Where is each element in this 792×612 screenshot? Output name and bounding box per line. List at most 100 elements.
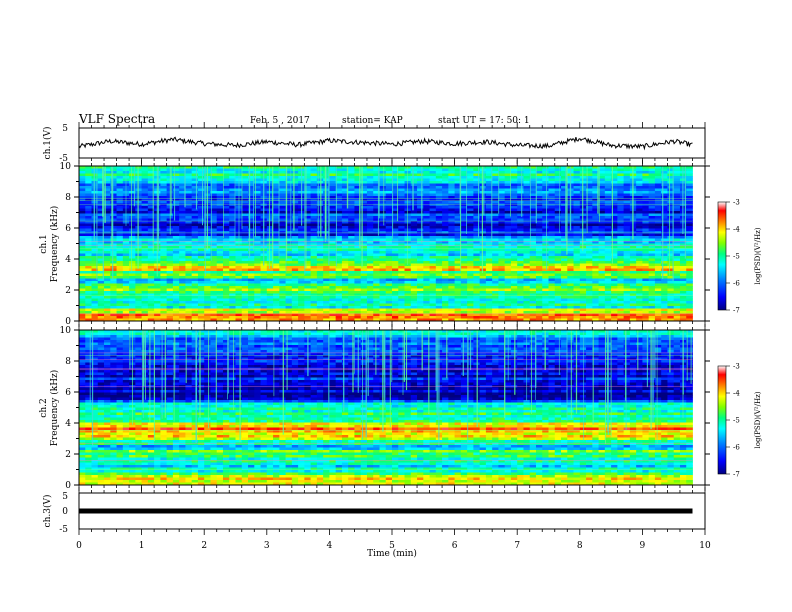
spectrogram-cell <box>467 234 474 237</box>
spectrogram-cell <box>555 231 562 234</box>
spectrogram-cell <box>680 276 687 279</box>
spectrogram-cell <box>117 236 124 239</box>
spectrogram-cell <box>417 174 424 177</box>
spectrogram-cell <box>555 279 562 282</box>
spectrogram-cell <box>110 181 117 184</box>
spectrogram-cell <box>549 286 556 289</box>
spectrogram-cell <box>492 234 499 237</box>
spectrogram-cell <box>323 289 330 292</box>
spectrogram-cell <box>649 174 656 177</box>
spectrogram-cell <box>167 241 174 244</box>
spectrogram-cell <box>430 236 437 239</box>
spectrogram-cell <box>592 251 599 254</box>
spectrogram-cell <box>198 176 205 179</box>
spectrogram-cell <box>386 274 393 277</box>
spectrogram-cell <box>117 174 124 177</box>
spectrogram-cell <box>348 254 355 257</box>
spectrogram-cell <box>348 276 355 279</box>
spectrogram-cell <box>329 281 336 284</box>
spectrogram-cell <box>649 284 656 287</box>
spectrogram-cell <box>367 229 374 232</box>
spectrogram-cell <box>605 234 612 237</box>
spectrogram-cell <box>442 176 449 179</box>
spectrogram-cell <box>79 289 86 292</box>
spectrogram-cell <box>592 276 599 279</box>
spectrogram-cell <box>674 211 681 214</box>
spectrogram-cell <box>411 291 418 294</box>
spectrogram-cell <box>342 244 349 247</box>
spectrogram-cell <box>185 189 192 192</box>
spectrogram-cell <box>279 234 286 237</box>
spectrogram-cell <box>279 244 286 247</box>
spectrogram-cell <box>555 284 562 287</box>
spectrogram-cell <box>617 186 624 189</box>
spectrogram-cell <box>373 239 380 242</box>
spectrogram-cell <box>467 174 474 177</box>
spectrogram-cell <box>655 279 662 282</box>
spectrogram-cell <box>85 261 92 264</box>
spectrogram-cell <box>523 236 530 239</box>
spectrogram-cell <box>392 241 399 244</box>
spectrogram-cell <box>649 276 656 279</box>
spectrogram-cell <box>523 214 530 217</box>
spectrogram-cell <box>192 286 199 289</box>
spectrogram-cell <box>517 201 524 204</box>
spectrogram-cell <box>592 224 599 227</box>
spectrogram-cell <box>329 199 336 202</box>
spectrogram-cell <box>624 209 631 212</box>
spectrogram-cell <box>405 234 412 237</box>
spectrogram-cell <box>423 234 430 237</box>
spectrogram-cell <box>536 184 543 187</box>
spectrogram-cell <box>442 251 449 254</box>
spectrogram-cell <box>79 271 86 274</box>
spectrogram-cell <box>536 226 543 229</box>
spectrogram-cell <box>348 269 355 272</box>
spectrogram-cell <box>292 171 299 174</box>
spectrogram-cell <box>367 216 374 219</box>
spectrogram-cell <box>367 236 374 239</box>
spectrogram-cell <box>386 251 393 254</box>
spectrogram-cell <box>223 269 230 272</box>
spectrogram-cell <box>298 274 305 277</box>
spectrogram-cell <box>423 174 430 177</box>
spectrogram-cell <box>674 256 681 259</box>
spectrogram-cell <box>505 259 512 262</box>
spectrogram-cell <box>242 221 249 224</box>
spectrogram-cell <box>317 249 324 252</box>
spectrogram-cell <box>304 199 311 202</box>
spectrogram-cell <box>311 194 318 197</box>
spectrogram-cell <box>405 239 412 242</box>
spectrogram-cell <box>549 189 556 192</box>
spectrogram-cell <box>392 259 399 262</box>
spectrogram-cell <box>617 259 624 262</box>
spectrogram-cell <box>279 211 286 214</box>
spectrogram-cell <box>674 241 681 244</box>
spectrogram-cell <box>549 176 556 179</box>
spectrogram-cell <box>411 279 418 282</box>
spectrogram-cell <box>486 254 493 257</box>
spectrogram-cell <box>361 286 368 289</box>
spectrogram-cell <box>192 221 199 224</box>
spectrogram-cell <box>592 236 599 239</box>
spectrogram-cell <box>223 176 230 179</box>
spectrogram-cell <box>129 261 136 264</box>
spectrogram-cell <box>179 234 186 237</box>
spectrogram-cell <box>298 281 305 284</box>
spectrogram-cell <box>398 181 405 184</box>
spectrogram-cell <box>110 269 117 272</box>
spectrogram-cell <box>442 259 449 262</box>
spectrogram-cell <box>160 176 167 179</box>
spectrogram-cell <box>423 181 430 184</box>
spectrogram-cell <box>386 181 393 184</box>
spectrogram-cell <box>292 179 299 182</box>
spectrogram-cell <box>417 206 424 209</box>
spectrogram-cell <box>636 236 643 239</box>
spectrogram-cell <box>605 241 612 244</box>
spectrogram-cell <box>624 181 631 184</box>
spectrogram-cell <box>649 264 656 267</box>
spectrogram-cell <box>379 264 386 267</box>
spectrogram-cell <box>292 291 299 294</box>
spectrogram-cell <box>110 241 117 244</box>
spectrogram-cell <box>398 266 405 269</box>
spectrogram-cell <box>636 206 643 209</box>
